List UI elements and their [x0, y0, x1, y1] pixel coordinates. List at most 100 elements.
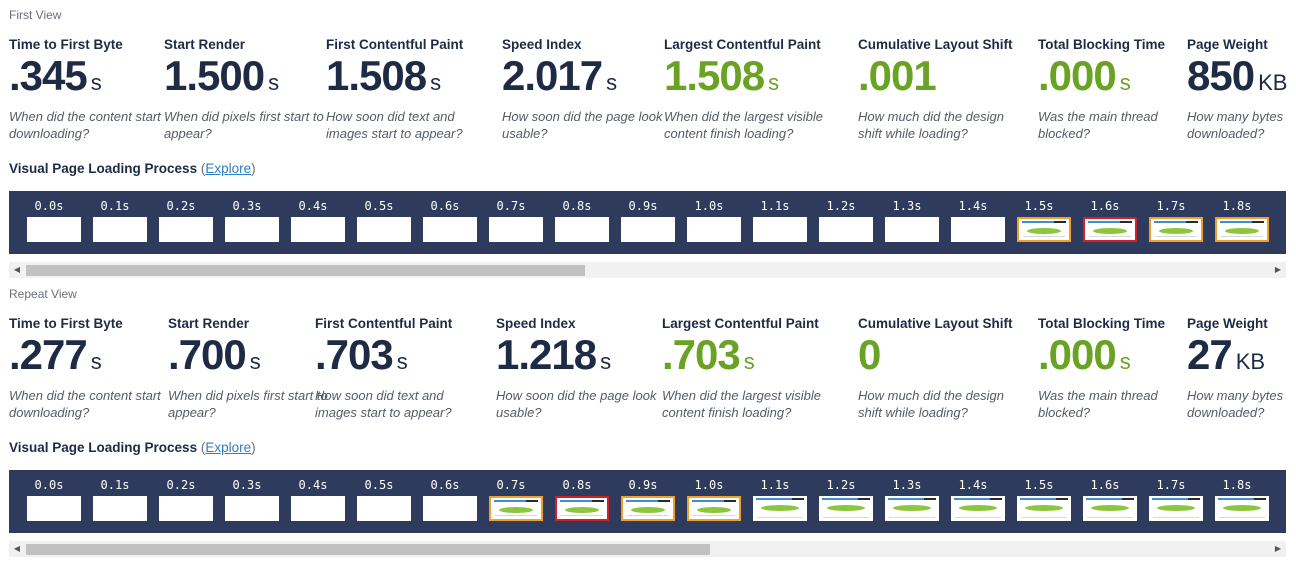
- filmstrip-frame[interactable]: 1.7s: [1139, 191, 1203, 254]
- filmstrip-frame[interactable]: 1.2s: [809, 191, 873, 254]
- filmstrip-frame[interactable]: 0.3s: [215, 191, 279, 254]
- frame-thumbnail[interactable]: [753, 496, 807, 521]
- frame-thumbnail[interactable]: [159, 496, 213, 521]
- frame-thumbnail[interactable]: [885, 496, 939, 521]
- frame-thumbnail[interactable]: [885, 217, 939, 242]
- frame-thumbnail[interactable]: [687, 496, 741, 521]
- frame-thumbnail[interactable]: [687, 217, 741, 242]
- filmstrip-frame[interactable]: 0.1s: [83, 191, 147, 254]
- filmstrip-frame[interactable]: 0.5s: [347, 470, 411, 533]
- scrollbar-thumb[interactable]: [26, 544, 710, 555]
- frame-thumbnail[interactable]: [951, 496, 1005, 521]
- metric-value: 850 KB: [1187, 54, 1287, 105]
- frame-thumbnail[interactable]: [225, 496, 279, 521]
- frame-thumbnail[interactable]: [27, 217, 81, 242]
- filmstrip-frame[interactable]: 1.4s: [941, 191, 1005, 254]
- frame-time: 0.4s: [298, 478, 328, 492]
- filmstrip-frame[interactable]: 1.6s: [1073, 191, 1137, 254]
- filmstrip-frame[interactable]: 0.8s: [545, 191, 609, 254]
- filmstrip-scrollbar[interactable]: ◀ ▶: [9, 262, 1286, 278]
- frame-thumbnail[interactable]: [423, 496, 477, 521]
- frame-time: 0.9s: [628, 199, 658, 213]
- frame-thumbnail[interactable]: [1149, 496, 1203, 521]
- filmstrip-frame[interactable]: 0.8s: [545, 470, 609, 533]
- frame-thumbnail[interactable]: [291, 217, 345, 242]
- scroll-right-arrow-icon[interactable]: ▶: [1274, 265, 1282, 274]
- filmstrip-scrollbar[interactable]: ◀ ▶: [9, 541, 1286, 557]
- filmstrip-frame[interactable]: 0.4s: [281, 191, 345, 254]
- frame-thumbnail[interactable]: [93, 496, 147, 521]
- filmstrip[interactable]: 0.0s 0.1s 0.2s 0.3s 0.4s 0.5s 0.6s 0.7s 0.8s 0.9s…: [9, 470, 1286, 533]
- filmstrip-frame[interactable]: 0.9s: [611, 191, 675, 254]
- frame-time: 1.4s: [958, 478, 988, 492]
- filmstrip-frame[interactable]: 0.6s: [413, 191, 477, 254]
- frame-thumbnail[interactable]: [93, 217, 147, 242]
- frame-thumbnail[interactable]: [819, 496, 873, 521]
- filmstrip-frame[interactable]: 1.1s: [743, 470, 807, 533]
- thumb-text: [1021, 517, 1067, 518]
- filmstrip-frame[interactable]: 0.7s: [479, 191, 543, 254]
- frame-thumbnail[interactable]: [951, 217, 1005, 242]
- frame-thumbnail[interactable]: [753, 217, 807, 242]
- frame-thumbnail[interactable]: [555, 217, 609, 242]
- filmstrip-frame[interactable]: 0.5s: [347, 191, 411, 254]
- thumb-header: [1086, 498, 1134, 500]
- frame-thumbnail[interactable]: [423, 217, 477, 242]
- frame-thumbnail[interactable]: [1149, 217, 1203, 242]
- scrollbar-thumb[interactable]: [26, 265, 585, 276]
- frame-thumbnail[interactable]: [1215, 496, 1269, 521]
- frame-thumbnail[interactable]: [291, 496, 345, 521]
- frame-thumbnail[interactable]: [1215, 217, 1269, 242]
- frame-thumbnail[interactable]: [489, 217, 543, 242]
- filmstrip-frame[interactable]: 1.7s: [1139, 470, 1203, 533]
- frame-thumbnail[interactable]: [159, 217, 213, 242]
- frame-time: 1.5s: [1024, 199, 1054, 213]
- frame-thumbnail[interactable]: [621, 496, 675, 521]
- thumb-text: [561, 515, 603, 516]
- filmstrip-frame[interactable]: 0.2s: [149, 191, 213, 254]
- filmstrip-frame[interactable]: 0.2s: [149, 470, 213, 533]
- frame-thumbnail[interactable]: [1017, 496, 1071, 521]
- filmstrip-frame[interactable]: 0.3s: [215, 470, 279, 533]
- explore-link[interactable]: Explore: [205, 161, 252, 176]
- frame-thumbnail[interactable]: [489, 496, 543, 521]
- scroll-left-arrow-icon[interactable]: ◀: [13, 544, 21, 553]
- frame-thumbnail[interactable]: [27, 496, 81, 521]
- filmstrip-frame[interactable]: 1.6s: [1073, 470, 1137, 533]
- filmstrip-frame[interactable]: 1.5s: [1007, 470, 1071, 533]
- filmstrip-frame[interactable]: 0.4s: [281, 470, 345, 533]
- filmstrip-frame[interactable]: 0.7s: [479, 470, 543, 533]
- filmstrip-frame[interactable]: 0.1s: [83, 470, 147, 533]
- filmstrip-frame[interactable]: 1.8s: [1205, 470, 1269, 533]
- frame-thumbnail[interactable]: [1017, 217, 1071, 242]
- filmstrip-frame[interactable]: 0.6s: [413, 470, 477, 533]
- filmstrip-frame[interactable]: 1.0s: [677, 470, 741, 533]
- frame-thumbnail[interactable]: [621, 217, 675, 242]
- filmstrip-frame[interactable]: 1.2s: [809, 470, 873, 533]
- filmstrip-frame[interactable]: 1.8s: [1205, 191, 1269, 254]
- frame-thumbnail[interactable]: [1083, 217, 1137, 242]
- filmstrip-frame[interactable]: 1.3s: [875, 470, 939, 533]
- metric-number: .000: [1038, 52, 1117, 99]
- frame-thumbnail[interactable]: [555, 496, 609, 521]
- explore-link[interactable]: Explore: [205, 440, 252, 455]
- frame-thumbnail[interactable]: [225, 217, 279, 242]
- scroll-right-arrow-icon[interactable]: ▶: [1274, 544, 1282, 553]
- thumb-header: [888, 498, 936, 500]
- filmstrip-frame[interactable]: 0.0s: [17, 191, 81, 254]
- filmstrip[interactable]: 0.0s 0.1s 0.2s 0.3s 0.4s 0.5s 0.6s 0.7s 0.8s 0.9s…: [9, 191, 1286, 254]
- filmstrip-frame[interactable]: 0.9s: [611, 470, 675, 533]
- frame-thumbnail[interactable]: [357, 217, 411, 242]
- filmstrip-frame[interactable]: 1.0s: [677, 191, 741, 254]
- scroll-left-arrow-icon[interactable]: ◀: [13, 265, 21, 274]
- frame-time: 1.0s: [694, 199, 724, 213]
- metric-unit: s: [1119, 349, 1131, 374]
- frame-thumbnail[interactable]: [819, 217, 873, 242]
- filmstrip-frame[interactable]: 1.5s: [1007, 191, 1071, 254]
- frame-thumbnail[interactable]: [1083, 496, 1137, 521]
- frame-thumbnail[interactable]: [357, 496, 411, 521]
- filmstrip-frame[interactable]: 1.4s: [941, 470, 1005, 533]
- filmstrip-frame[interactable]: 1.1s: [743, 191, 807, 254]
- filmstrip-frame[interactable]: 1.3s: [875, 191, 939, 254]
- filmstrip-frame[interactable]: 0.0s: [17, 470, 81, 533]
